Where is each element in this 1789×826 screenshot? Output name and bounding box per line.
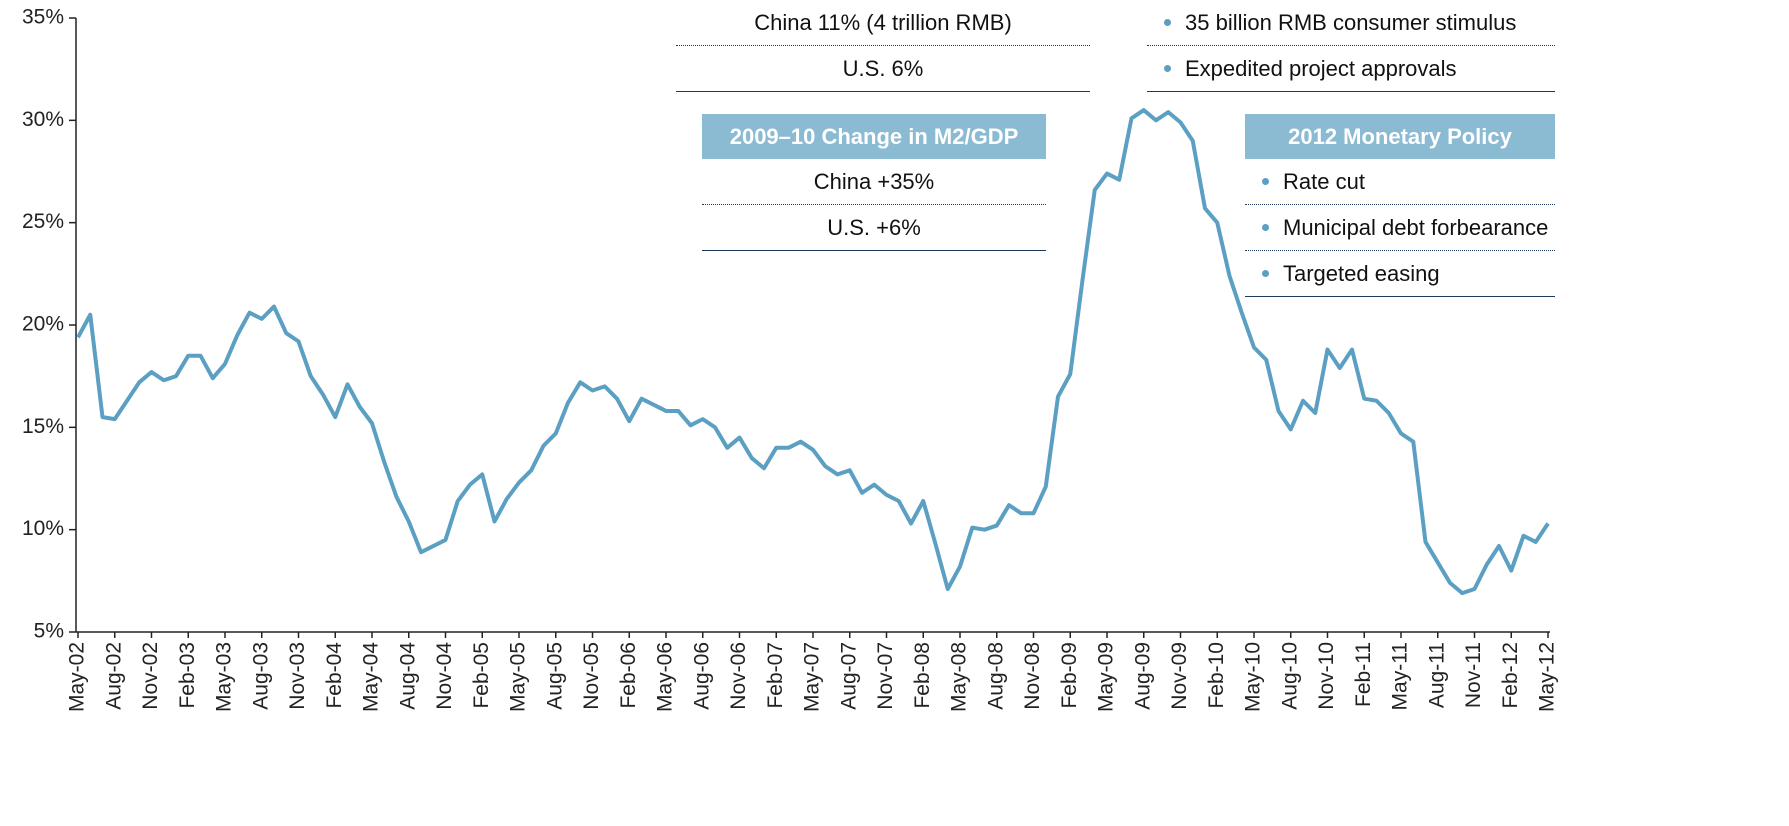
- x-tick-label: Nov-06: [727, 642, 750, 710]
- annotation-row: U.S. +6%: [702, 205, 1046, 251]
- y-tick-label: 10%: [22, 517, 64, 540]
- y-tick-label: 5%: [34, 620, 64, 643]
- bullet-text: 35 billion RMB consumer stimulus: [1185, 9, 1517, 35]
- y-tick-label: 25%: [22, 210, 64, 233]
- x-tick-label: Aug-03: [249, 642, 272, 710]
- bullet-dot: [1262, 178, 1269, 185]
- annotation-bullet: Municipal debt forbearance: [1245, 205, 1555, 251]
- annotation-title: 2012 Monetary Policy: [1245, 114, 1555, 159]
- x-tick-label: Feb-07: [764, 642, 787, 709]
- annotation-box: 2009–10 Change in M2/GDP China +35% U.S. +…: [702, 114, 1046, 251]
- annotation-box: 2012 Monetary Policy Rate cut Municipal de…: [1245, 114, 1555, 297]
- x-tick-label: May-04: [360, 642, 383, 712]
- bullet-text: Rate cut: [1283, 168, 1365, 194]
- x-tick-label: May-12: [1536, 642, 1559, 712]
- x-tick-label: Aug-11: [1425, 642, 1448, 708]
- annotation-bullet: Rate cut: [1245, 159, 1555, 205]
- annotation-title: 2009–10 Change in M2/GDP: [702, 114, 1046, 159]
- bullet-dot: [1262, 224, 1269, 231]
- x-tick-label: Aug-09: [1131, 642, 1154, 710]
- x-tick-label: May-08: [948, 642, 971, 712]
- x-tick-label: May-11: [1389, 642, 1412, 710]
- x-tick-label: Nov-03: [286, 642, 309, 710]
- x-tick-label: May-06: [654, 642, 677, 712]
- annotation-row: China +35%: [702, 159, 1046, 205]
- data-line: [76, 108, 1550, 596]
- x-tick-label: Nov-11: [1462, 642, 1485, 708]
- x-tick-label: Feb-10: [1205, 642, 1228, 709]
- x-tick-label: Feb-05: [470, 642, 493, 709]
- y-tick-label: 30%: [22, 108, 64, 131]
- x-tick-label: Feb-04: [323, 642, 346, 709]
- y-tick-label: 35%: [22, 6, 64, 29]
- annotation-box: 35 billion RMB consumer stimulus Expedite…: [1147, 0, 1555, 92]
- x-tick-label: Nov-08: [1021, 642, 1044, 710]
- x-tick-label: Aug-04: [396, 642, 419, 710]
- x-tick-label: Nov-05: [580, 642, 603, 710]
- annotation-bullet: 35 billion RMB consumer stimulus: [1147, 0, 1555, 46]
- x-tick-label: Aug-06: [690, 642, 713, 710]
- bullet-text: Targeted easing: [1283, 260, 1440, 286]
- x-tick-label: Feb-12: [1499, 642, 1522, 709]
- bullet-text: Municipal debt forbearance: [1283, 214, 1549, 240]
- x-tick-label: Feb-11: [1352, 642, 1375, 707]
- x-tick-label: May-05: [507, 642, 530, 712]
- bullet-dot: [1262, 270, 1269, 277]
- x-tick-label: Aug-10: [1278, 642, 1301, 710]
- bullet-dot: [1164, 65, 1171, 72]
- x-tick-label: Aug-02: [102, 642, 125, 710]
- x-tick-label: Feb-06: [617, 642, 640, 709]
- x-tick-label: Feb-09: [1058, 642, 1081, 709]
- x-tick-label: Nov-04: [433, 642, 456, 710]
- annotation-bullet: Targeted easing: [1245, 251, 1555, 297]
- x-tick-label: Feb-03: [176, 642, 199, 709]
- x-tick-label: Aug-05: [543, 642, 566, 710]
- bullet-text: Expedited project approvals: [1185, 55, 1457, 81]
- x-tick-label: Nov-07: [874, 642, 897, 710]
- y-tick-label: 15%: [22, 415, 64, 438]
- bullet-dot: [1164, 19, 1171, 26]
- annotation-row: U.S. 6%: [676, 46, 1090, 92]
- x-tick-label: Aug-07: [837, 642, 860, 710]
- x-tick-label: Nov-10: [1315, 642, 1338, 710]
- x-tick-label: Nov-02: [139, 642, 162, 710]
- x-tick-label: May-03: [213, 642, 236, 712]
- x-tick-label: May-10: [1242, 642, 1265, 712]
- x-tick-label: May-07: [801, 642, 824, 712]
- y-tick-label: 20%: [22, 313, 64, 336]
- x-tick-label: Feb-08: [911, 642, 934, 709]
- x-tick-label: May-09: [1095, 642, 1118, 712]
- annotation-row: China 11% (4 trillion RMB): [676, 0, 1090, 46]
- annotation-bullet: Expedited project approvals: [1147, 46, 1555, 92]
- x-tick-label: May-02: [66, 642, 89, 712]
- x-tick-label: Aug-08: [984, 642, 1007, 710]
- x-tick-label: Nov-09: [1168, 642, 1191, 710]
- annotation-box: China 11% (4 trillion RMB) U.S. 6%: [676, 0, 1090, 92]
